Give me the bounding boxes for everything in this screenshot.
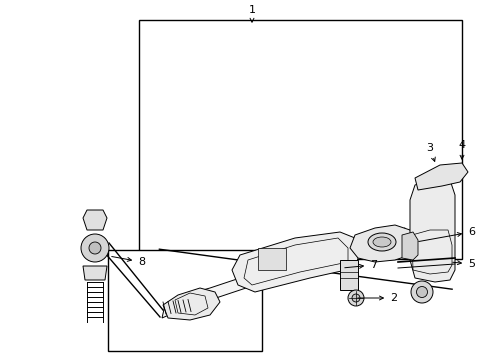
Bar (107, 250, 261, 351)
Ellipse shape (372, 237, 390, 247)
Polygon shape (163, 288, 220, 320)
Polygon shape (83, 210, 107, 230)
Text: 9: 9 (0, 359, 1, 360)
Text: 8: 8 (111, 257, 145, 267)
Polygon shape (231, 232, 359, 292)
Bar (258, 248, 285, 270)
Text: 5: 5 (452, 259, 474, 269)
Circle shape (416, 287, 427, 297)
Polygon shape (83, 266, 107, 280)
Text: 1: 1 (248, 5, 255, 22)
Circle shape (81, 234, 109, 262)
Text: 7: 7 (344, 260, 376, 270)
Circle shape (89, 242, 101, 254)
Polygon shape (349, 225, 414, 262)
Text: 11: 11 (0, 359, 1, 360)
Polygon shape (409, 178, 454, 282)
Bar (339, 260, 357, 290)
Text: 10: 10 (0, 359, 1, 360)
Text: 3: 3 (426, 143, 434, 161)
Circle shape (410, 281, 432, 303)
Polygon shape (414, 163, 467, 190)
Circle shape (347, 290, 363, 306)
Text: 2: 2 (357, 293, 396, 303)
Text: 6: 6 (418, 227, 474, 242)
Text: 4: 4 (458, 140, 465, 159)
Circle shape (351, 294, 359, 302)
Ellipse shape (367, 233, 395, 251)
Polygon shape (401, 232, 417, 260)
Polygon shape (162, 228, 404, 318)
Bar (139, 20, 461, 259)
